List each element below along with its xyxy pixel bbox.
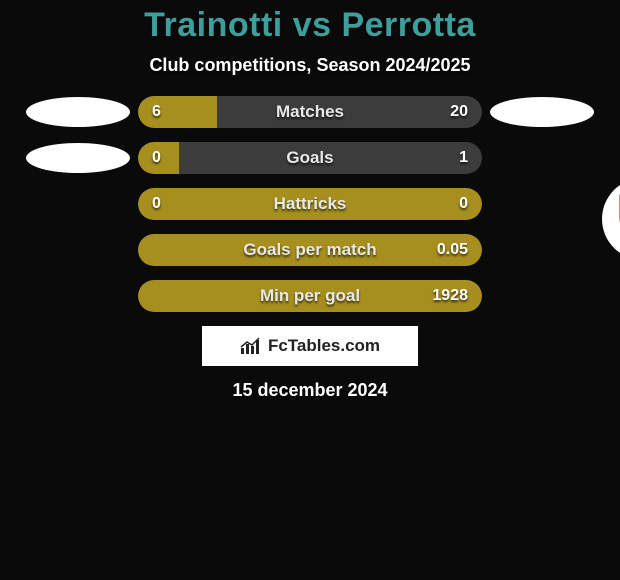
stat-label: Goals: [138, 142, 482, 174]
date-text: 15 december 2024: [0, 380, 620, 401]
stat-bar: 00Hattricks: [138, 188, 482, 220]
team-left-placeholder: [26, 97, 130, 127]
stat-bar: 01Goals: [138, 142, 482, 174]
side-right: [482, 97, 602, 127]
stat-row: 00Hattricks: [0, 188, 620, 220]
stat-row: 0.05Goals per match: [0, 234, 620, 266]
stat-bar: 0.05Goals per match: [138, 234, 482, 266]
stat-label: Matches: [138, 96, 482, 128]
side-left: [18, 97, 138, 127]
stat-label: Goals per match: [138, 234, 482, 266]
side-left: [18, 143, 138, 173]
stat-bar: 620Matches: [138, 96, 482, 128]
brand-text: FcTables.com: [268, 336, 380, 356]
bar-chart-icon: [240, 337, 262, 355]
stat-row: 01Goals: [0, 142, 620, 174]
subtitle: Club competitions, Season 2024/2025: [0, 55, 620, 76]
stat-label: Min per goal: [138, 280, 482, 312]
comparison-card: Trainotti vs Perrotta Club competitions,…: [0, 0, 620, 401]
stat-row: 620Matches: [0, 96, 620, 128]
team-left-placeholder: [26, 143, 130, 173]
stats-list: 620Matches 01Goals 00Hattricks 0.05Goals pe…: [0, 96, 620, 312]
team-right-placeholder: [490, 97, 594, 127]
page-title: Trainotti vs Perrotta: [0, 6, 620, 45]
stat-label: Hattricks: [138, 188, 482, 220]
brand-badge: FcTables.com: [202, 326, 418, 366]
stat-bar: 1928Min per goal: [138, 280, 482, 312]
stat-row: 1928Min per goal: [0, 280, 620, 312]
